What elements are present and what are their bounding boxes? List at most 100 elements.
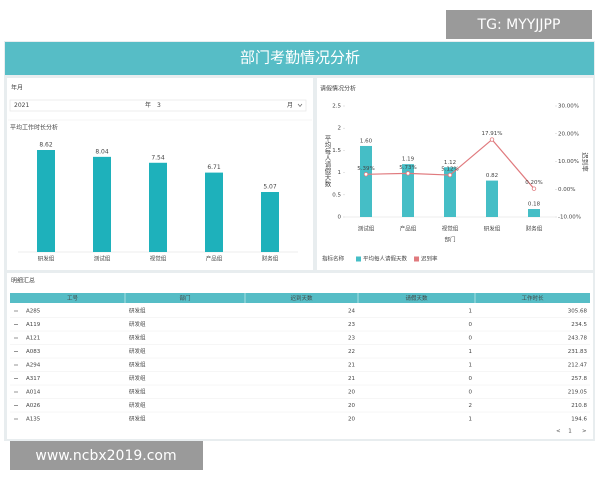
table-cell: 1 xyxy=(469,417,473,423)
table-cell: 研发组 xyxy=(129,347,146,355)
line-marker xyxy=(447,172,453,178)
watermark: TG: MYYJJPP xyxy=(477,17,561,33)
filter-year: 2021 xyxy=(14,102,29,109)
column-header: 请假天数 xyxy=(405,294,428,302)
line-marker xyxy=(363,172,369,177)
filter-label: 年月 xyxy=(11,84,23,92)
data-label: 0.20% xyxy=(525,180,542,186)
y2-tick-label: -10.00% xyxy=(558,215,581,221)
table-cell: 234.5 xyxy=(571,322,587,328)
bar xyxy=(205,172,223,252)
legend-title: 指标名称 xyxy=(322,255,345,263)
column-header: 工号 xyxy=(67,295,79,302)
watermark-box xyxy=(446,10,592,39)
table-cell: 0 xyxy=(469,390,473,396)
table-cell: A026 xyxy=(26,403,41,409)
x-tick-label: 测试组 xyxy=(358,225,375,233)
bar xyxy=(261,192,279,252)
data-label: 5.73% xyxy=(399,165,416,171)
table-cell: 2 xyxy=(469,403,473,409)
x-tick-label: 视觉组 xyxy=(442,225,459,233)
table-cell: 研发组 xyxy=(129,320,146,328)
table-cell: 研发组 xyxy=(129,374,146,382)
table-cell: 20 xyxy=(348,390,355,396)
line-marker xyxy=(405,171,411,176)
table-cell: 243.78 xyxy=(568,336,588,342)
table-title: 明细汇总 xyxy=(11,277,35,285)
table-cell: A285 xyxy=(26,309,41,315)
table-cell: 23 xyxy=(348,322,355,328)
data-label: 1.60 xyxy=(360,138,373,144)
line-marker xyxy=(531,186,537,191)
bar xyxy=(402,164,414,217)
table-cell: 1 xyxy=(469,363,473,369)
table-cell: 20 xyxy=(348,417,355,423)
table-cell: A014 xyxy=(26,390,41,396)
data-label: 5.12% xyxy=(441,167,458,173)
table-cell: 23 xyxy=(348,336,355,342)
bar xyxy=(360,145,372,217)
data-label: 0.18 xyxy=(528,202,541,208)
y-tick-label: 1.5 xyxy=(332,148,341,154)
chart-title: 平均工作时长分析 xyxy=(10,124,58,132)
filter-year-unit: 年 xyxy=(145,101,151,109)
y-tick-label: 0 xyxy=(338,215,342,221)
table-cell: 研发组 xyxy=(129,401,146,409)
table-cell: A119 xyxy=(26,322,41,328)
bar xyxy=(444,167,456,217)
column-header: 部门 xyxy=(179,294,190,302)
table-cell: 194.6 xyxy=(571,417,587,423)
y2-tick-label: 10.00% xyxy=(558,159,579,165)
table-cell: 研发组 xyxy=(129,388,146,396)
table-cell: 231.83 xyxy=(568,349,588,355)
y2-tick-label: 0.00% xyxy=(558,187,575,193)
data-label: 5.39% xyxy=(357,166,374,172)
table-cell: 305.68 xyxy=(568,309,588,315)
pager-next: > xyxy=(582,429,587,435)
x-tick-label: 视觉组 xyxy=(150,255,167,263)
bar xyxy=(528,209,540,217)
filter-month-unit: 月 xyxy=(287,102,293,109)
x-axis-label: 部门 xyxy=(444,236,455,244)
dropdown-arrow xyxy=(297,103,303,108)
x-tick-label: 产品组 xyxy=(400,225,417,233)
table-header xyxy=(10,293,590,303)
data-label: 7.54 xyxy=(151,154,165,161)
line-marker xyxy=(489,137,495,142)
table-cell: A317 xyxy=(26,376,41,382)
x-tick-label: 测试组 xyxy=(94,255,111,263)
y-tick-label: 2 xyxy=(338,126,342,132)
pager-prev: < xyxy=(556,429,561,435)
x-tick-label: 研发组 xyxy=(38,255,55,263)
x-tick-label: 研发组 xyxy=(484,225,501,233)
filter-month: 3 xyxy=(157,102,161,109)
table-cell: 0 xyxy=(469,322,473,328)
table-cell: 210.8 xyxy=(571,403,587,409)
pagination-page: 1 xyxy=(568,429,572,435)
table-cell: 0 xyxy=(469,376,473,382)
data-label: 6.71 xyxy=(207,164,221,171)
table-cell: 257.8 xyxy=(571,376,587,382)
watermark-box xyxy=(10,441,203,470)
x-tick-label: 财务组 xyxy=(526,225,543,233)
legend-label: 平均每人请假天数 xyxy=(363,255,408,263)
chart-title: 请假情况分析 xyxy=(320,85,356,93)
table-cell: 研发组 xyxy=(129,415,146,423)
filter-box[interactable] xyxy=(9,99,307,112)
data-label: 8.04 xyxy=(95,148,109,155)
legend-swatch xyxy=(356,256,361,262)
data-label: 0.82 xyxy=(486,173,498,179)
table-cell: 212.47 xyxy=(568,363,588,369)
column-header: 迟到天数 xyxy=(290,294,313,302)
data-label: 8.62 xyxy=(39,142,53,149)
table-cell: 1 xyxy=(469,349,473,355)
table-cell: 21 xyxy=(348,376,355,382)
x-tick-label: 财务组 xyxy=(262,255,279,263)
bar xyxy=(93,156,111,252)
table-cell: 22 xyxy=(348,349,355,355)
table-cell: 0 xyxy=(469,336,473,342)
table-cell: A294 xyxy=(26,363,41,369)
y-tick-label: 1 xyxy=(338,170,342,176)
